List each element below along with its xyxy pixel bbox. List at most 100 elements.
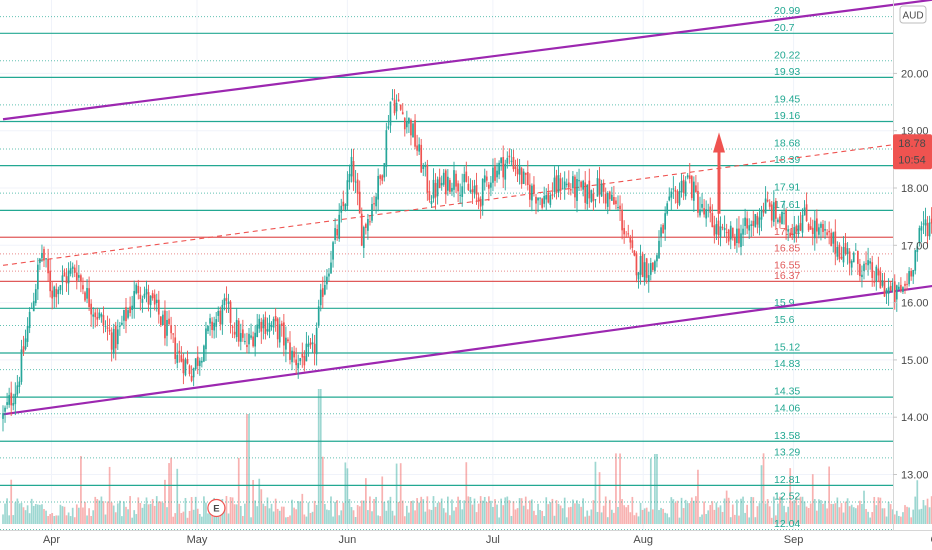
candle-body bbox=[584, 182, 587, 203]
volume-bar bbox=[537, 503, 539, 524]
time-axis[interactable]: AprMayJunJulAugSepOct19Nov bbox=[0, 530, 932, 547]
candle-body bbox=[362, 227, 365, 248]
candle-body bbox=[613, 197, 615, 205]
candle-body bbox=[586, 184, 589, 205]
candle-body bbox=[543, 195, 546, 204]
candle-body bbox=[418, 144, 420, 152]
volume-bar bbox=[807, 508, 810, 524]
candle-body bbox=[680, 180, 683, 193]
candle-body bbox=[770, 204, 773, 221]
volume-bar bbox=[656, 454, 658, 524]
candle-body bbox=[701, 203, 703, 208]
volume-bar bbox=[14, 502, 17, 524]
candle-body bbox=[867, 260, 869, 266]
volume-bar bbox=[539, 509, 541, 524]
candle-body bbox=[508, 155, 511, 158]
volume-bar bbox=[865, 508, 867, 524]
candle-body bbox=[291, 350, 293, 363]
volume-bar bbox=[399, 463, 402, 524]
volume-bar bbox=[662, 508, 664, 524]
candle-body bbox=[16, 385, 19, 395]
volume-bar bbox=[205, 502, 207, 524]
level-label-12.81: 12.81 bbox=[774, 474, 800, 486]
volume-bar bbox=[893, 514, 896, 524]
volume-bar bbox=[762, 453, 765, 524]
candle-body bbox=[22, 346, 25, 353]
volume-bar bbox=[371, 511, 373, 524]
candle-body bbox=[213, 322, 215, 331]
candle-body bbox=[850, 260, 853, 268]
volume-bar bbox=[393, 515, 396, 524]
volume-bar bbox=[615, 453, 617, 524]
candle-body bbox=[666, 203, 669, 214]
candle-body bbox=[381, 175, 384, 181]
volume-bar bbox=[360, 500, 363, 524]
volume-bar bbox=[504, 497, 507, 524]
volume-bar bbox=[86, 515, 88, 524]
candle-body bbox=[459, 194, 461, 196]
volume-bar bbox=[301, 493, 304, 524]
candle-body bbox=[65, 276, 68, 284]
candle-body bbox=[358, 191, 361, 214]
candle-body bbox=[828, 230, 830, 233]
volume-bar bbox=[777, 503, 779, 524]
candle-body bbox=[686, 175, 689, 178]
candle-body bbox=[531, 185, 533, 201]
volume-bar bbox=[41, 504, 43, 524]
candle-body bbox=[133, 291, 136, 309]
volume-bar bbox=[535, 515, 537, 524]
volume-bar bbox=[190, 497, 193, 524]
volume-bar bbox=[356, 505, 359, 524]
candle-body bbox=[352, 161, 355, 182]
volume-bar bbox=[362, 500, 365, 524]
candle-body bbox=[285, 337, 287, 350]
candle-body bbox=[494, 166, 496, 181]
candle-body bbox=[567, 182, 570, 188]
volume-bar bbox=[78, 507, 80, 524]
volume-bar bbox=[902, 512, 904, 524]
volume-bar bbox=[334, 501, 336, 524]
candle-body bbox=[711, 212, 714, 228]
volume-bar bbox=[900, 516, 902, 524]
volume-bar bbox=[65, 515, 68, 524]
volume-bar bbox=[244, 503, 246, 524]
trendlines-layer[interactable] bbox=[2, 0, 932, 416]
volume-bar bbox=[756, 506, 759, 524]
volume-bar bbox=[736, 499, 738, 524]
volume-bar bbox=[713, 509, 716, 524]
volume-bar bbox=[336, 500, 338, 524]
volume-bar bbox=[629, 512, 632, 524]
volume-bar bbox=[492, 506, 494, 524]
candle-body bbox=[533, 184, 535, 194]
candle-body bbox=[805, 204, 808, 221]
candle-body bbox=[123, 309, 125, 321]
volume-bar bbox=[647, 511, 650, 524]
candle-body bbox=[2, 413, 4, 419]
price-axis[interactable]: AUD 13.0014.0015.0016.0017.0018.0019.002… bbox=[893, 0, 929, 530]
candle-body bbox=[727, 229, 730, 242]
volume-bar bbox=[508, 500, 511, 524]
volume-bar bbox=[522, 505, 525, 524]
candle-body bbox=[779, 216, 781, 223]
volume-bar bbox=[174, 513, 177, 524]
volume-bar bbox=[264, 506, 267, 524]
volume-bar bbox=[307, 502, 310, 524]
volume-bar bbox=[293, 507, 295, 524]
candle-body bbox=[102, 315, 105, 326]
volume-bar bbox=[930, 496, 932, 524]
volume-bar bbox=[440, 498, 443, 524]
volume-bar bbox=[127, 509, 129, 524]
volume-bar bbox=[541, 510, 543, 524]
volume-bar bbox=[375, 496, 377, 524]
candle-body bbox=[283, 322, 285, 346]
currency-badge[interactable] bbox=[899, 5, 927, 24]
candle-body bbox=[268, 322, 271, 332]
candle-body bbox=[922, 223, 925, 225]
candle-body bbox=[229, 301, 232, 323]
candle-body bbox=[336, 229, 338, 236]
candle-body bbox=[633, 250, 636, 256]
candle-body bbox=[641, 253, 644, 277]
level-label-14.06: 14.06 bbox=[774, 402, 800, 414]
candle-body bbox=[272, 318, 275, 328]
